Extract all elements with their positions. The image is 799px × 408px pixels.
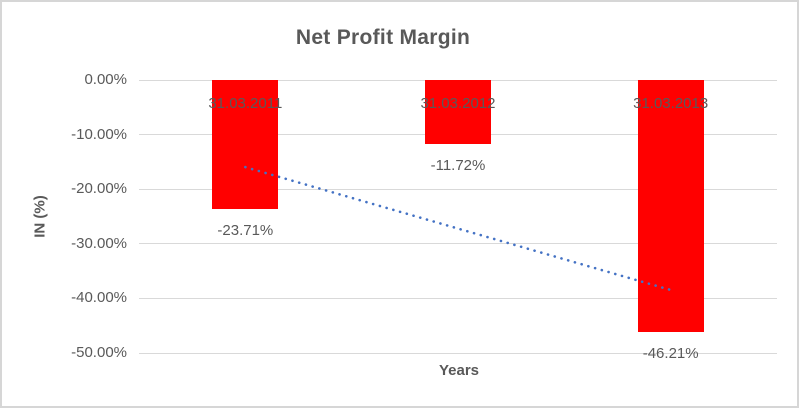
y-tick-label: -10.00% — [71, 125, 127, 143]
data-label: -46.21% — [642, 345, 699, 363]
y-axis-title: IN (%) — [31, 195, 49, 238]
trendline-dotted-line — [244, 165, 672, 292]
data-label: -11.72% — [430, 156, 486, 174]
chart-title: Net Profit Margin — [295, 26, 471, 49]
category-label: 31.03.2013 — [633, 95, 709, 112]
category-label: 31.03.2012 — [420, 95, 496, 112]
gridline — [139, 352, 777, 354]
bar-31.03.2012 — [425, 80, 491, 144]
y-tick-label: 0.00% — [84, 71, 127, 88]
gridline — [139, 297, 777, 299]
x-axis-title: Years — [438, 362, 480, 379]
category-label: 31.03.2011 — [208, 95, 283, 112]
bar-31.03.2013 — [637, 80, 704, 333]
y-tick-label: -20.00% — [71, 180, 127, 198]
y-tick-label: -30.00% — [71, 234, 127, 252]
data-label: -23.71% — [217, 222, 274, 240]
y-tick-label: -50.00% — [71, 344, 127, 361]
y-tick-label: -40.00% — [71, 289, 127, 307]
